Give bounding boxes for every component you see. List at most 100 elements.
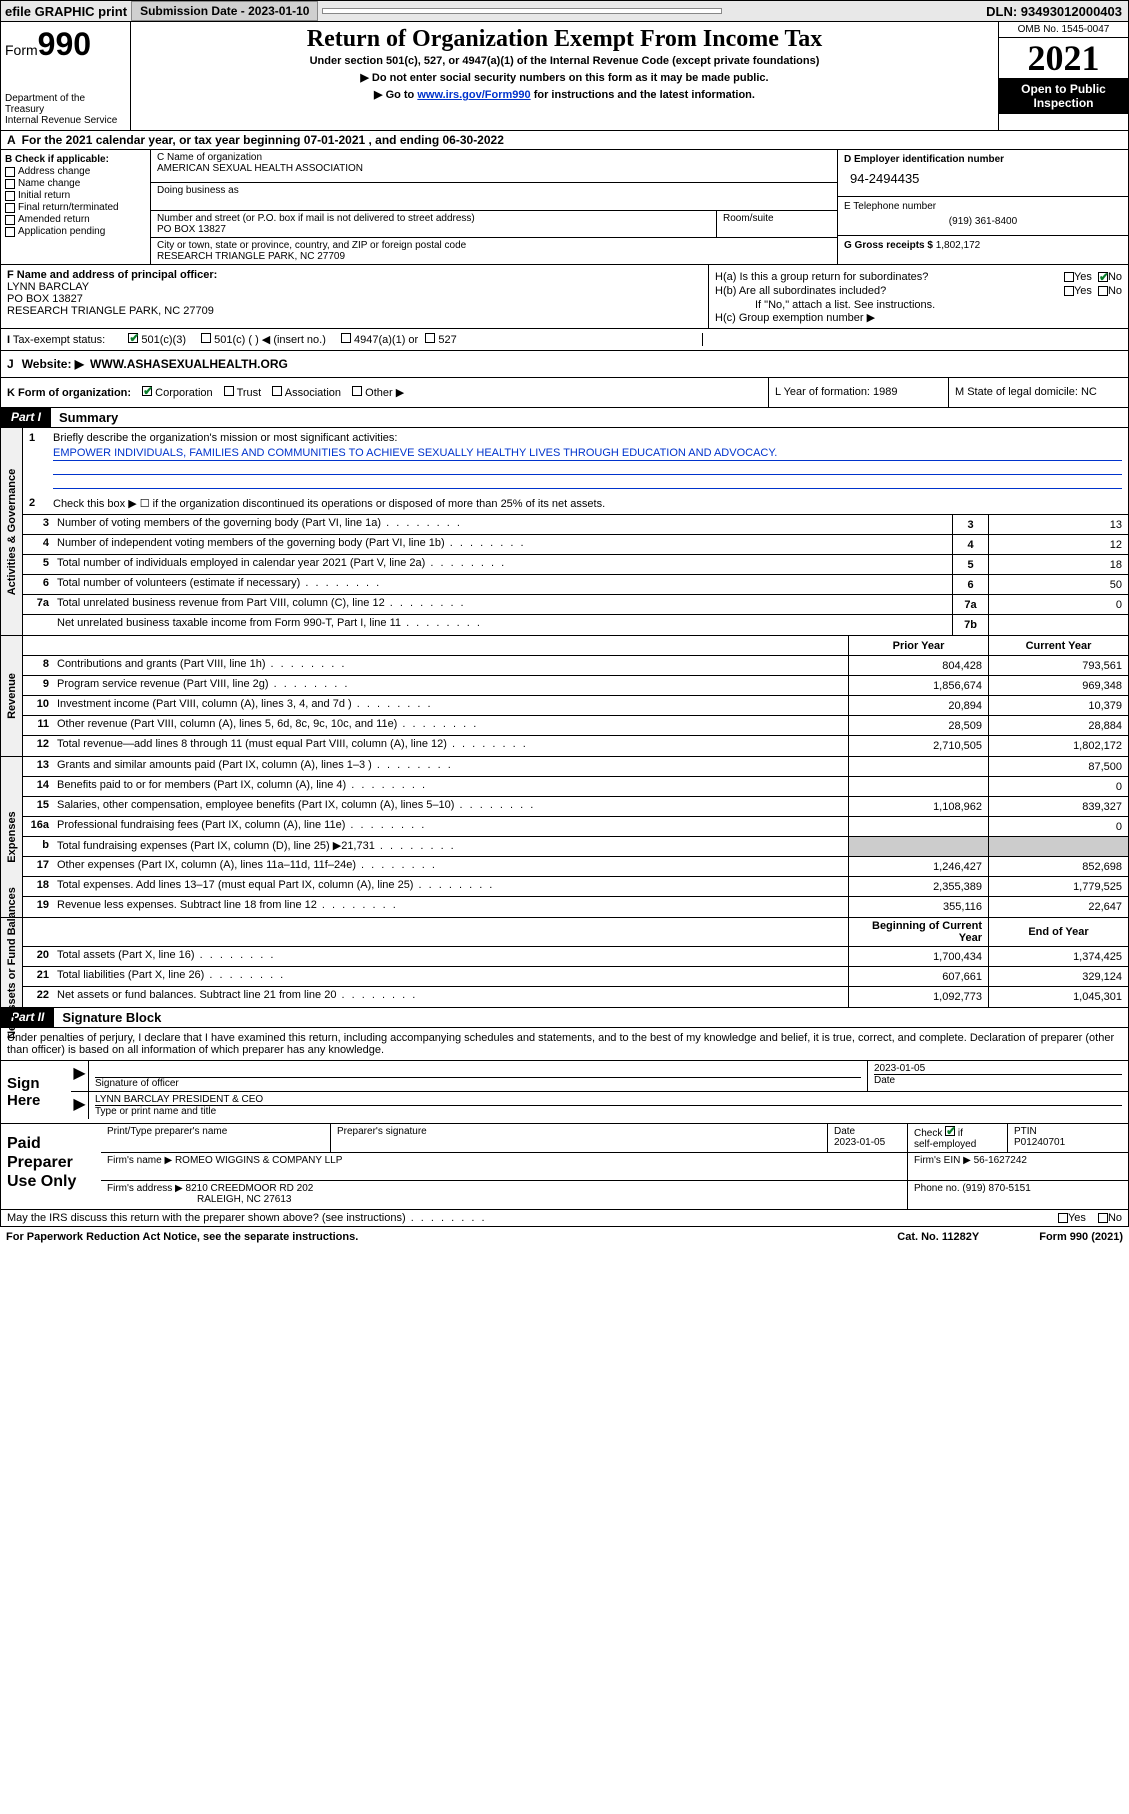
line-num: 15 [23,797,53,816]
line-desc: Contributions and grants (Part VIII, lin… [53,656,848,675]
form-990-label: Form 990 (2021) [1039,1231,1123,1243]
prep-phone-lbl: Phone no. [914,1183,960,1194]
efile-label[interactable]: efile GRAPHIC print [5,4,127,19]
discuss-text: May the IRS discuss this return with the… [7,1212,1058,1224]
line-desc: Total number of volunteers (estimate if … [53,575,952,594]
line-num: 12 [23,736,53,756]
officer-addr2: RESEARCH TRIANGLE PARK, NC 27709 [7,305,214,317]
opt-527: 527 [438,334,456,346]
row-j: J Website: ▶ WWW.ASHASEXUALHEALTH.ORG [0,351,1129,378]
prior-val: 20,894 [848,696,988,715]
header-right: OMB No. 1545-0047 2021 Open to Public In… [998,22,1128,130]
footer-final: For Paperwork Reduction Act Notice, see … [0,1227,1129,1247]
cb-ha-yes[interactable] [1064,272,1074,282]
section-governance: Activities & Governance 1Briefly describ… [0,428,1129,636]
gov-line: Net unrelated business taxable income fr… [23,615,1128,635]
i-text: Tax-exempt status: [13,334,105,346]
omb-number: OMB No. 1545-0047 [999,22,1128,38]
cb-4947[interactable] [341,333,351,343]
current-val: 969,348 [988,676,1128,695]
prior-val [848,837,988,856]
line-num: 21 [23,967,53,986]
line-num: 18 [23,877,53,896]
irs-link[interactable]: www.irs.gov/Form990 [417,89,530,101]
cb-amended[interactable] [5,215,15,225]
line-desc: Grants and similar amounts paid (Part IX… [53,757,848,776]
note-link: ▶ Go to www.irs.gov/Form990 for instruct… [139,88,990,101]
current-val: 1,779,525 [988,877,1128,896]
sig-arrow-2: ▶ [71,1092,89,1119]
side-revenue: Revenue [1,636,23,756]
cb-other[interactable] [352,386,362,396]
cb-501c[interactable] [201,333,211,343]
cb-app-pending[interactable] [5,227,15,237]
hdr-begin-year: Beginning of Current Year [848,918,988,946]
officer-addr1: PO BOX 13827 [7,293,83,305]
submission-date-button[interactable]: Submission Date - 2023-01-10 [131,1,318,21]
cb-corp[interactable] [142,386,152,396]
row-a: A For the 2021 calendar year, or tax yea… [0,131,1129,150]
prior-val: 1,108,962 [848,797,988,816]
cb-address-change[interactable] [5,167,15,177]
cb-discuss-no[interactable] [1098,1213,1108,1223]
line-num: 16a [23,817,53,836]
line-box: 5 [952,555,988,574]
current-val: 10,379 [988,696,1128,715]
line-desc: Net unrelated business taxable income fr… [53,615,952,635]
cb-hb-yes[interactable] [1064,286,1074,296]
sig-date: 2023-01-05 [874,1063,1122,1074]
current-val: 839,327 [988,797,1128,816]
line-num: 7a [23,595,53,614]
cb-initial-return[interactable] [5,191,15,201]
line-desc: Total revenue—add lines 8 through 11 (mu… [53,736,848,756]
form-prefix: Form [5,42,38,58]
discuss-no: No [1108,1212,1122,1224]
j-label: J [7,357,14,371]
cb-discuss-yes[interactable] [1058,1213,1068,1223]
summary-line: 15 Salaries, other compensation, employe… [23,797,1128,817]
current-val: 28,884 [988,716,1128,735]
header-mid: Return of Organization Exempt From Incom… [131,22,998,130]
sig-name: LYNN BARCLAY PRESIDENT & CEO [95,1094,1122,1105]
summary-line: 8 Contributions and grants (Part VIII, l… [23,656,1128,676]
k-label: K Form of organization: [7,387,131,399]
cb-ha-no[interactable] [1098,272,1108,282]
form-number: 990 [38,26,91,62]
cb-trust[interactable] [224,386,234,396]
line-box: 7b [952,615,988,635]
form-subtitle: Under section 501(c), 527, or 4947(a)(1)… [139,55,990,67]
firm-name: ROMEO WIGGINS & COMPANY LLP [175,1155,342,1166]
line-desc: Net assets or fund balances. Subtract li… [53,987,848,1007]
line-desc: Program service revenue (Part VIII, line… [53,676,848,695]
ptin-value: P01240701 [1014,1137,1065,1148]
room-label: Room/suite [717,211,837,237]
mission-blank-2 [53,475,1122,489]
summary-line: 22 Net assets or fund balances. Subtract… [23,987,1128,1007]
current-val: 87,500 [988,757,1128,776]
sig-name-label: Type or print name and title [95,1105,1122,1117]
cb-hb-no[interactable] [1098,286,1108,296]
firm-ein: 56-1627242 [974,1155,1027,1166]
phone-value: (919) 361-8400 [844,212,1122,231]
line-desc: Other expenses (Part IX, column (A), lin… [53,857,848,876]
cb-501c3[interactable] [128,333,138,343]
line-desc: Salaries, other compensation, employee b… [53,797,848,816]
cb-self-employed[interactable] [945,1126,955,1136]
note-ssn: ▶ Do not enter social security numbers o… [139,71,990,84]
ha-no: No [1108,271,1122,283]
cb-assoc[interactable] [272,386,282,396]
cb-name-change[interactable] [5,179,15,189]
part-1-title: Summary [51,408,126,427]
hdr-prior-year: Prior Year [848,636,988,655]
open-inspection: Open to Public Inspection [999,78,1128,114]
line-num: 10 [23,696,53,715]
section-net-assets: Net Assets or Fund Balances Beginning of… [0,918,1129,1008]
prep-h3: Date [834,1126,855,1137]
line-val: 0 [988,595,1128,614]
row-i: I Tax-exempt status: 501(c)(3) 501(c) ( … [0,329,1129,351]
cb-527[interactable] [425,333,435,343]
line-desc: Total fundraising expenses (Part IX, col… [53,837,848,856]
prior-val [848,817,988,836]
sign-here-label: Sign Here [1,1061,71,1123]
cb-final-return[interactable] [5,203,15,213]
